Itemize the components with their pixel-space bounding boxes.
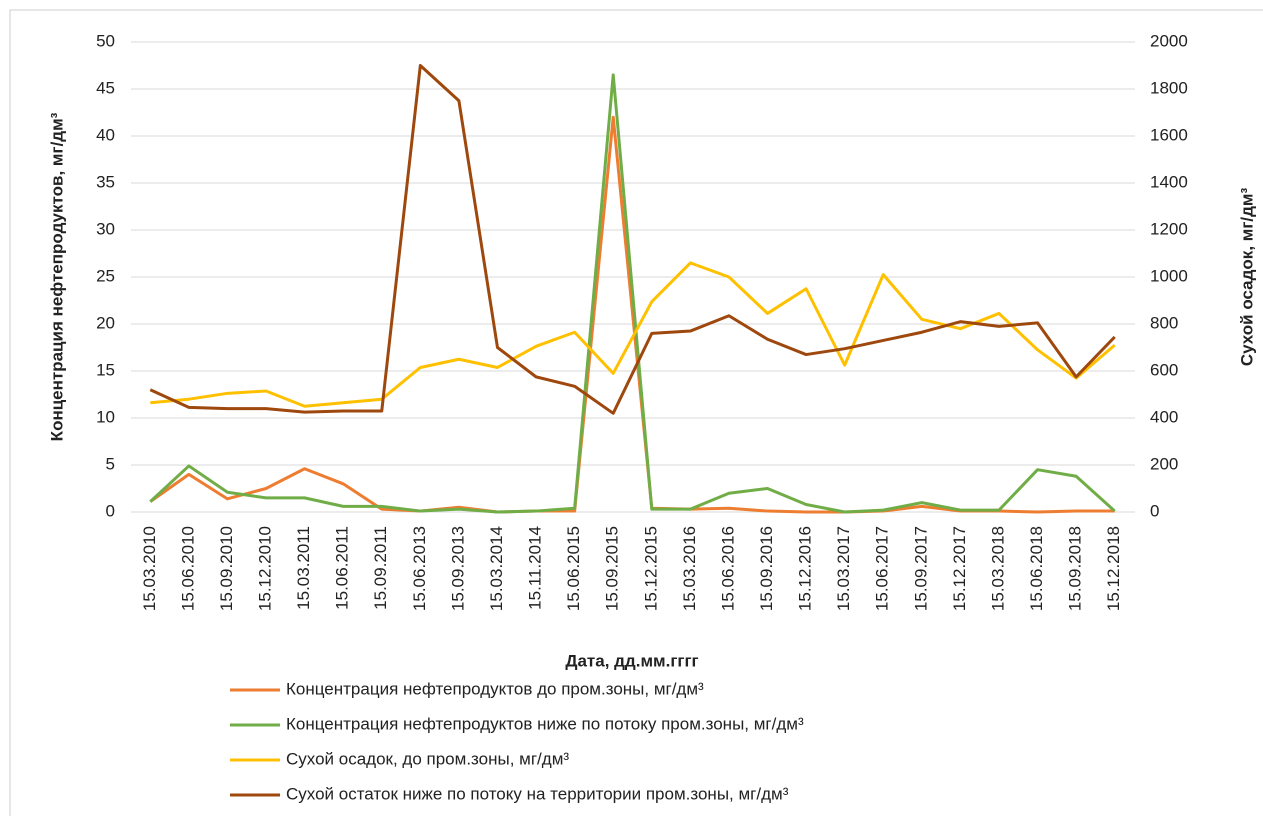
x-tick-label: 15.03.2011 bbox=[294, 526, 313, 610]
chart-frame bbox=[9, 9, 1263, 816]
x-tick-label: 15.09.2018 bbox=[1066, 526, 1085, 611]
series-line bbox=[149, 73, 1116, 514]
y-tick-label: 25 bbox=[96, 266, 115, 285]
x-tick-label: 15.09.2011 bbox=[371, 526, 390, 610]
y2-tick-label: 1200 bbox=[1150, 219, 1188, 238]
x-tick-label: 15.11.2014 bbox=[526, 526, 545, 610]
y2-tick-label: 2000 bbox=[1150, 31, 1188, 50]
x-tick-label: 15.06.2011 bbox=[333, 526, 352, 610]
y2-tick-label: 1600 bbox=[1150, 125, 1188, 144]
x-tick-label: 15.12.2010 bbox=[256, 526, 275, 611]
legend-label: Концентрация нефтепродуктов ниже по пото… bbox=[286, 714, 804, 733]
y-tick-label: 15 bbox=[96, 360, 115, 379]
x-tick-label: 15.03.2017 bbox=[834, 526, 853, 611]
legend-label: Концентрация нефтепродуктов до пром.зоны… bbox=[286, 679, 704, 698]
x-tick-label: 15.03.2010 bbox=[140, 526, 159, 611]
x-tick-label: 15.03.2016 bbox=[680, 526, 699, 611]
x-tick-label: 15.03.2014 bbox=[487, 526, 506, 611]
y-tick-label: 30 bbox=[96, 219, 115, 238]
y-tick-label: 5 bbox=[106, 454, 115, 473]
x-tick-label: 15.09.2016 bbox=[757, 526, 776, 611]
x-tick-label: 15.12.2015 bbox=[641, 526, 660, 611]
y-tick-label: 20 bbox=[96, 313, 115, 332]
x-tick-label: 15.06.2015 bbox=[564, 526, 583, 611]
y2-tick-label: 600 bbox=[1150, 360, 1178, 379]
x-axis-label: Дата, дд.мм.гггг bbox=[565, 651, 698, 670]
y2-tick-label: 800 bbox=[1150, 313, 1178, 332]
series-line bbox=[150, 261, 1116, 408]
x-tick-label: 15.06.2018 bbox=[1027, 526, 1046, 611]
x-tick-label: 15.12.2016 bbox=[796, 526, 815, 611]
y2-axis-label: Сухой осадок, мг/дм³ bbox=[1237, 187, 1256, 366]
y2-tick-label: 400 bbox=[1150, 407, 1178, 426]
x-tick-label: 15.09.2010 bbox=[217, 526, 236, 611]
y2-tick-label: 200 bbox=[1150, 454, 1178, 473]
y2-tick-label: 1000 bbox=[1150, 266, 1188, 285]
x-tick-label: 15.12.2017 bbox=[950, 526, 969, 611]
x-tick-label: 15.12.2018 bbox=[1104, 526, 1123, 611]
legend-label: Сухой остаток ниже по потоку на территор… bbox=[286, 784, 789, 803]
y-axis-label: Концентрация нефтепродуктов, мг/дм³ bbox=[47, 112, 66, 441]
x-tick-label: 15.03.2018 bbox=[988, 526, 1007, 611]
series-line bbox=[149, 115, 1115, 514]
y-tick-label: 35 bbox=[96, 172, 115, 191]
y-tick-label: 10 bbox=[96, 407, 115, 426]
x-tick-label: 15.09.2017 bbox=[911, 526, 930, 611]
y-tick-label: 0 bbox=[106, 501, 115, 520]
x-tick-label: 15.09.2013 bbox=[448, 526, 467, 611]
x-tick-label: 15.09.2015 bbox=[603, 526, 622, 611]
series-line bbox=[149, 64, 1116, 415]
x-tick-label: 15.06.2010 bbox=[178, 526, 197, 611]
y-tick-label: 45 bbox=[96, 78, 115, 97]
x-tick-label: 15.06.2017 bbox=[873, 526, 892, 611]
y-tick-label: 50 bbox=[96, 31, 115, 50]
y-tick-label: 40 bbox=[96, 125, 115, 144]
legend-label: Сухой осадок, до пром.зоны, мг/дм³ bbox=[286, 749, 569, 768]
x-tick-label: 15.06.2016 bbox=[718, 526, 737, 611]
x-tick-label: 15.06.2013 bbox=[410, 526, 429, 611]
y2-tick-label: 1800 bbox=[1150, 78, 1188, 97]
y2-tick-label: 0 bbox=[1150, 501, 1159, 520]
y2-tick-label: 1400 bbox=[1150, 172, 1188, 191]
